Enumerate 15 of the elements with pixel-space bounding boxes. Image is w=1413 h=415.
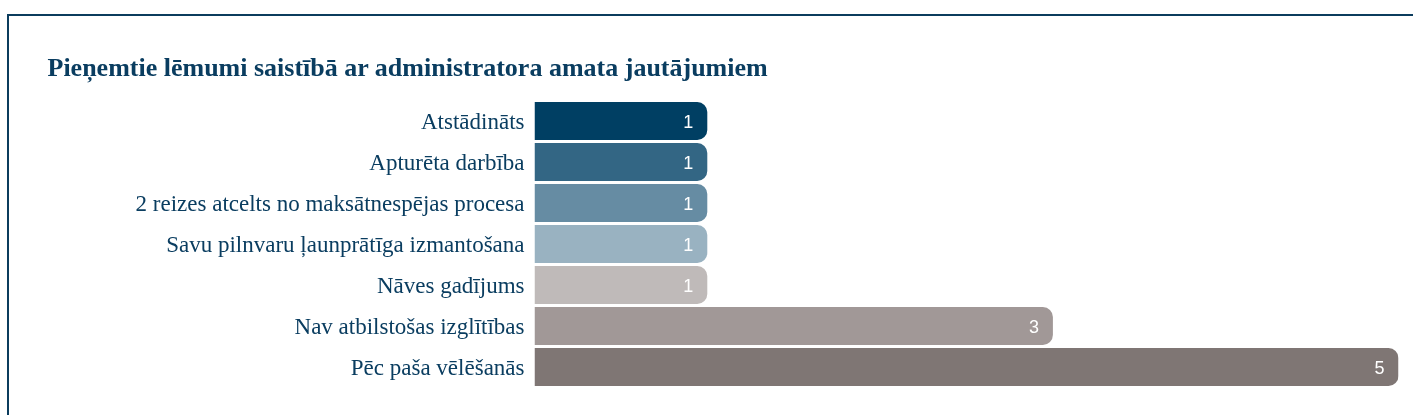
data-label: 1 — [683, 152, 694, 173]
y-tick-label: Nāves gadījums — [376, 272, 525, 298]
chart-title: Pieņemtie lēmumi saistībā ar administratora amata jautājumiem — [47, 52, 769, 83]
y-tick-label: Pēc paša vēlēšanās — [350, 354, 525, 380]
data-label: 1 — [683, 193, 694, 214]
data-label: 5 — [1374, 357, 1385, 378]
y-tick-label: Nav atbilstošas izglītības — [294, 313, 525, 339]
data-label: 1 — [683, 111, 694, 132]
data-label: 1 — [683, 275, 694, 296]
y-tick-label: Savu pilnvaru ļaunprātīga izmantošana — [166, 231, 525, 258]
y-tick-label: Atstādināts — [421, 108, 525, 134]
data-label: 3 — [1028, 316, 1039, 337]
y-tick-label: 2 reizes atcelts no maksātnespējas procesa — [135, 190, 525, 216]
y-tick-label: Apturēta darbība — [369, 149, 525, 175]
data-label: 1 — [683, 234, 694, 255]
